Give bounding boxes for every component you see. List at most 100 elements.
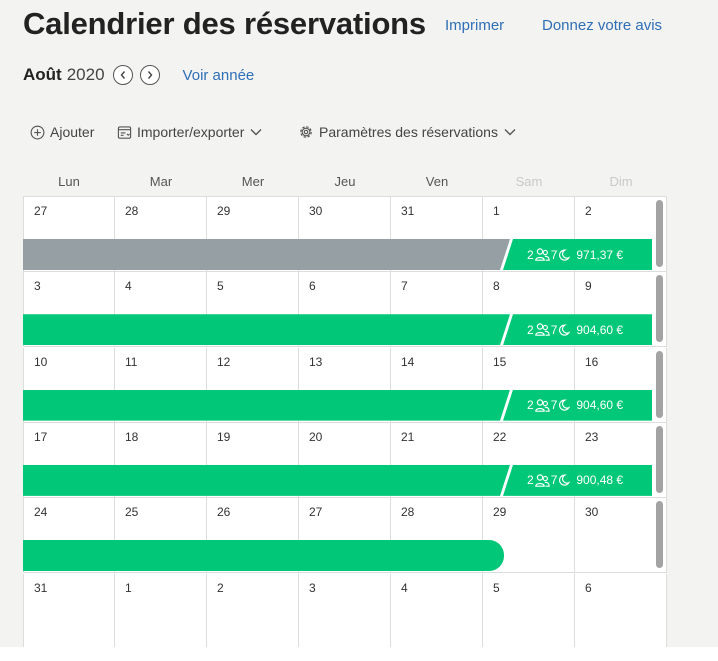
calendar-day-cell[interactable]: 29: [207, 197, 299, 272]
weekday-header: Sam: [515, 174, 543, 189]
calendar-day-cell[interactable]: 5: [207, 272, 299, 348]
calendar-day-cell[interactable]: 3: [23, 272, 115, 348]
calendar-day-cell[interactable]: 2: [575, 197, 667, 272]
month-year: 2020: [66, 65, 105, 84]
next-month-button[interactable]: [139, 65, 160, 85]
feedback-link[interactable]: Donnez votre avis: [542, 17, 663, 34]
calendar-day-cell[interactable]: 19: [207, 422, 299, 498]
moon-icon: [559, 399, 571, 411]
print-link[interactable]: Imprimer: [445, 17, 505, 34]
view-year-link[interactable]: Voir année: [182, 66, 255, 84]
week-scrollbar[interactable]: [656, 275, 663, 343]
calendar-day-cell[interactable]: 28: [115, 197, 207, 272]
plus-circle-icon: [30, 125, 45, 139]
week-scrollbar[interactable]: [656, 350, 663, 418]
calendar-day-cell[interactable]: 8: [483, 272, 575, 348]
day-number: 23: [585, 429, 599, 444]
calendar-day-cell[interactable]: 25: [115, 498, 207, 574]
calendar-day-cell[interactable]: 27: [299, 498, 391, 574]
calendar-day-cell[interactable]: 22: [483, 422, 575, 498]
week-scrollbar[interactable]: [656, 501, 663, 569]
calendar-day-cell[interactable]: 14: [391, 347, 483, 423]
day-number: 8: [493, 279, 500, 294]
calendar-day-cell[interactable]: 31: [391, 197, 483, 272]
calendar-day-cell[interactable]: 15: [483, 347, 575, 423]
day-number: 24: [34, 505, 48, 520]
booking-bar[interactable]: [23, 390, 510, 421]
day-number: 31: [34, 580, 48, 595]
calendar-day-cell[interactable]: 30: [575, 498, 667, 574]
calendar-day-cell[interactable]: 3: [299, 573, 391, 647]
calendar-day-cell[interactable]: 11: [115, 347, 207, 423]
calendar-day-cell[interactable]: 26: [207, 498, 299, 574]
booking-price: 904,60 €: [576, 398, 624, 413]
import-export-dropdown[interactable]: Importer/exporter: [117, 122, 262, 142]
calendar-day-cell[interactable]: 16: [575, 347, 667, 423]
booking-bar[interactable]: [23, 314, 510, 345]
calendar-day-cell[interactable]: 6: [575, 573, 667, 647]
booking-bar[interactable]: [23, 239, 510, 270]
calendar-day-cell[interactable]: 27: [23, 197, 115, 272]
day-number: 2: [585, 204, 592, 218]
calendar-day-cell[interactable]: 7: [391, 272, 483, 348]
booking-bar[interactable]: [23, 465, 510, 496]
calendar-day-cell[interactable]: 18: [115, 422, 207, 498]
day-number: 27: [309, 505, 323, 520]
guest-count: 2: [527, 247, 534, 262]
calendar-day-cell[interactable]: 9: [575, 272, 667, 348]
calendar-day-cell[interactable]: 10: [23, 347, 115, 423]
calendar-day-cell[interactable]: 4: [391, 573, 483, 647]
night-count: 7: [550, 473, 558, 488]
calendar-day-cell[interactable]: 24: [23, 498, 115, 574]
day-number: 5: [493, 580, 500, 595]
day-number: 3: [34, 279, 41, 294]
calendar-day-cell[interactable]: 17: [23, 422, 115, 498]
day-number: 1: [125, 580, 132, 595]
day-number: 30: [309, 204, 323, 218]
day-number: 27: [34, 204, 48, 218]
day-number: 15: [493, 354, 507, 369]
weekday-header: Mar: [149, 174, 173, 189]
day-number: 6: [309, 279, 316, 294]
people-icon: [534, 323, 550, 337]
day-number: 22: [493, 429, 507, 444]
calendar-day-cell[interactable]: 31: [23, 573, 115, 647]
booking-price: 904,60 €: [576, 322, 624, 337]
day-number: 12: [217, 354, 231, 369]
day-number: 21: [401, 429, 415, 444]
calendar-day-cell[interactable]: 28: [391, 498, 483, 574]
calendar-day-cell[interactable]: 4: [115, 272, 207, 348]
day-number: 10: [34, 354, 48, 369]
calendar-day-cell[interactable]: 12: [207, 347, 299, 423]
calendar-day-cell[interactable]: 21: [391, 422, 483, 498]
day-number: 18: [125, 429, 139, 444]
add-button-label: Ajouter: [50, 124, 95, 140]
calendar-day-cell[interactable]: 6: [299, 272, 391, 348]
calendar-day-cell[interactable]: 13: [299, 347, 391, 423]
booking-bar[interactable]: [23, 540, 504, 572]
day-number: 14: [401, 354, 415, 369]
week-scrollbar[interactable]: [656, 425, 663, 493]
add-button[interactable]: Ajouter: [30, 122, 94, 142]
week-scrollbar[interactable]: [656, 200, 663, 267]
calendar-day-cell[interactable]: 1: [115, 573, 207, 647]
chevron-down-icon: [250, 129, 262, 136]
booking-settings-dropdown[interactable]: Paramètres des réservations: [298, 122, 516, 142]
calendar-day-cell[interactable]: 5: [483, 573, 575, 647]
calendar-day-cell[interactable]: 20: [299, 422, 391, 498]
day-number: 25: [125, 505, 139, 520]
previous-month-button[interactable]: [112, 65, 133, 85]
moon-icon: [559, 324, 571, 336]
calendar-day-cell[interactable]: 23: [575, 422, 667, 498]
calendar-day-cell[interactable]: 30: [299, 197, 391, 272]
people-icon: [534, 398, 550, 412]
calendar-day-cell[interactable]: 1: [483, 197, 575, 272]
booking-summary[interactable]: 2 7 904,60 €: [503, 314, 652, 346]
day-number: 11: [125, 354, 138, 369]
booking-summary[interactable]: 2 7 900,48 €: [503, 464, 652, 496]
day-number: 31: [401, 204, 415, 218]
calendar-day-cell[interactable]: 29: [483, 498, 575, 574]
booking-summary[interactable]: 2 7 904,60 €: [503, 389, 652, 421]
booking-summary[interactable]: 2 7 971,37 €: [503, 239, 652, 270]
calendar-day-cell[interactable]: 2: [207, 573, 299, 647]
